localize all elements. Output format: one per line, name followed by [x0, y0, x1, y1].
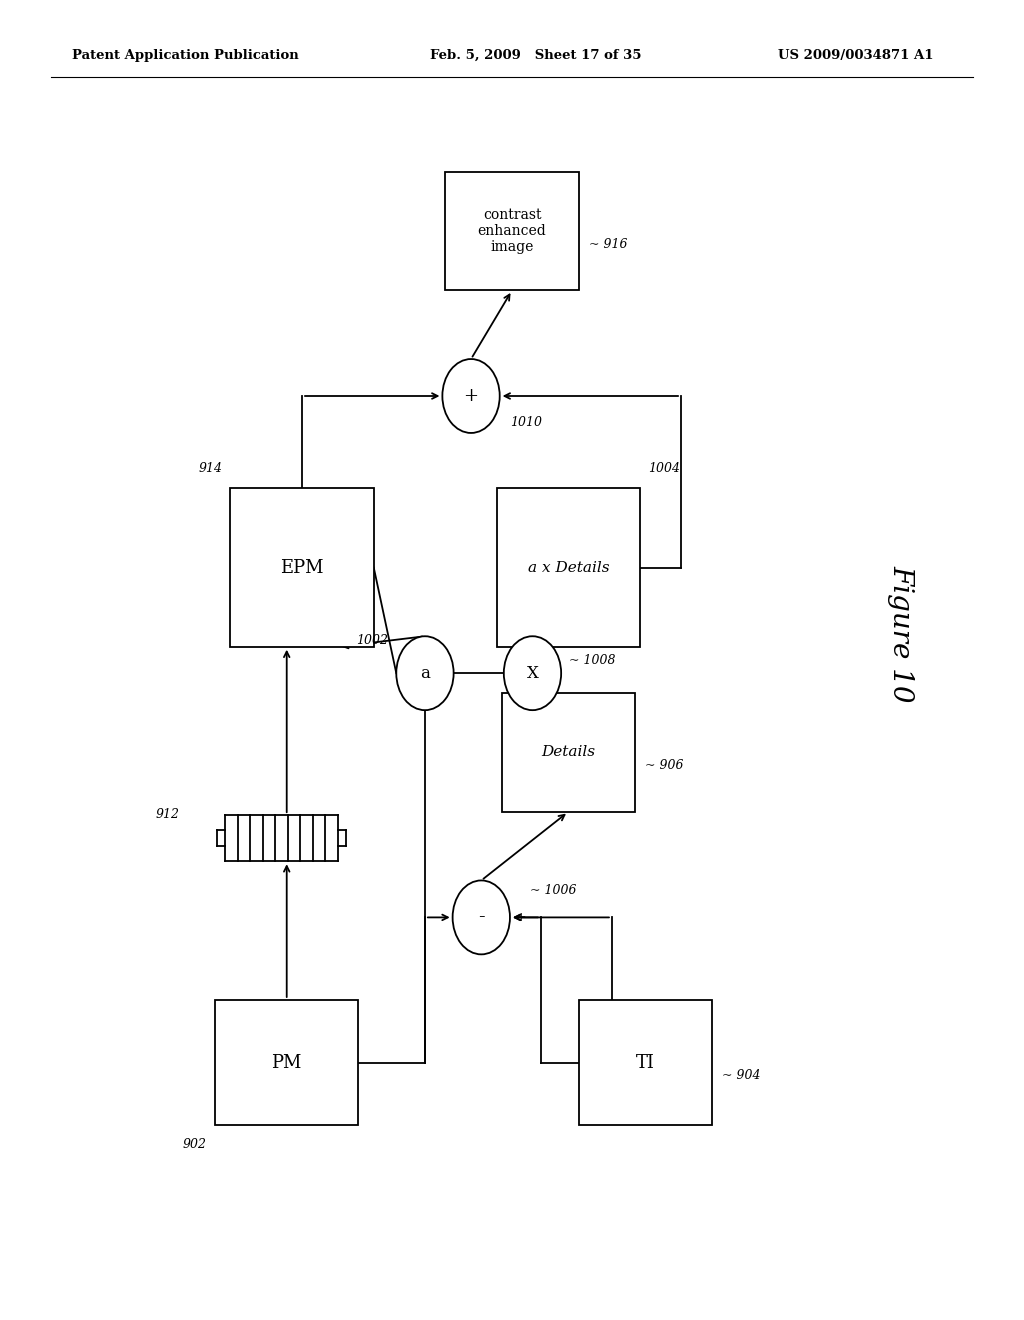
Bar: [215, 1001, 358, 1125]
Text: EPM: EPM: [281, 558, 324, 577]
Circle shape: [504, 636, 561, 710]
Text: -: -: [478, 908, 484, 927]
Text: Figure 10: Figure 10: [888, 565, 914, 702]
Text: contrast
enhanced
image: contrast enhanced image: [477, 207, 547, 255]
Text: 1004: 1004: [648, 462, 680, 475]
Text: a x Details: a x Details: [527, 561, 609, 574]
Text: Patent Application Publication: Patent Application Publication: [72, 49, 298, 62]
Text: 902: 902: [183, 1138, 207, 1151]
Text: ~ 906: ~ 906: [645, 759, 684, 772]
Text: TI: TI: [636, 1053, 654, 1072]
Text: 912: 912: [156, 808, 179, 821]
Bar: [502, 693, 635, 812]
Circle shape: [396, 636, 454, 710]
Text: ~ 904: ~ 904: [722, 1069, 761, 1082]
Text: 1002: 1002: [356, 634, 388, 647]
Text: US 2009/0034871 A1: US 2009/0034871 A1: [778, 49, 934, 62]
Text: X: X: [526, 665, 539, 681]
Bar: [445, 172, 579, 290]
Text: +: +: [464, 387, 478, 405]
Text: ~ 916: ~ 916: [589, 238, 628, 251]
Text: 914: 914: [199, 462, 222, 475]
Text: ~ 1006: ~ 1006: [530, 884, 577, 898]
Bar: [230, 488, 374, 647]
Text: a: a: [420, 665, 430, 681]
Text: +: +: [516, 911, 526, 924]
Bar: [497, 488, 640, 647]
Text: Details: Details: [542, 746, 595, 759]
Circle shape: [453, 880, 510, 954]
Circle shape: [442, 359, 500, 433]
Text: PM: PM: [271, 1053, 302, 1072]
Bar: [579, 1001, 712, 1125]
Text: ~ 1008: ~ 1008: [569, 653, 615, 667]
Text: -: -: [436, 911, 440, 924]
Text: Feb. 5, 2009   Sheet 17 of 35: Feb. 5, 2009 Sheet 17 of 35: [430, 49, 642, 62]
Text: 1010: 1010: [510, 416, 542, 429]
